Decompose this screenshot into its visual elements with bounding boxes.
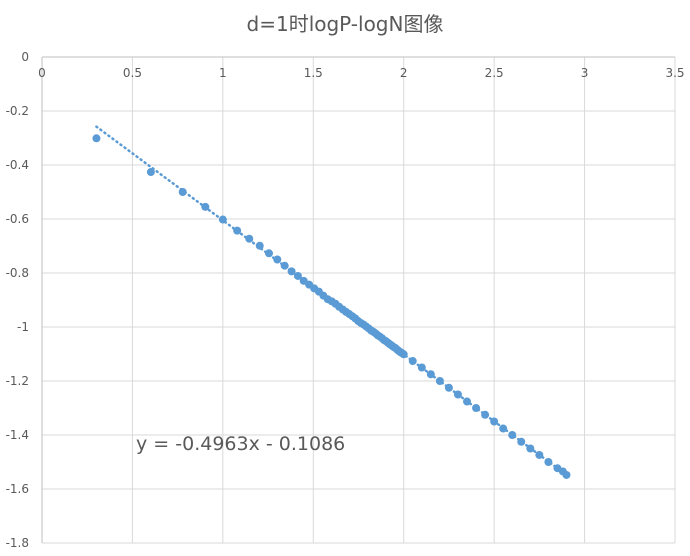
data-point (293, 271, 302, 280)
x-tick-label: 3 (581, 66, 589, 80)
data-point (526, 444, 535, 453)
x-tick-label: 3.5 (665, 66, 684, 80)
data-point (245, 234, 254, 243)
y-tick-label: -1.4 (6, 428, 29, 442)
data-point (92, 134, 101, 143)
data-point (562, 470, 571, 479)
data-point (408, 357, 417, 366)
data-point (535, 450, 544, 459)
data-point (481, 410, 490, 419)
data-point (255, 241, 264, 250)
data-point (273, 255, 282, 264)
data-point (233, 226, 242, 235)
x-tick-label: 2 (400, 66, 408, 80)
data-point (287, 267, 296, 276)
data-point (426, 370, 435, 379)
data-point (399, 350, 408, 359)
y-tick-label: -1.8 (6, 536, 29, 550)
data-point (417, 363, 426, 372)
y-tick-label: 0 (21, 50, 29, 64)
data-point (146, 168, 155, 177)
x-tick-label: 1.5 (304, 66, 323, 80)
data-point (508, 431, 517, 439)
data-point (453, 390, 462, 399)
data-point (178, 188, 187, 196)
data-point (490, 417, 499, 426)
data-point (201, 202, 210, 211)
y-tick-label: -0.6 (6, 212, 29, 226)
data-point (280, 261, 289, 270)
data-point (218, 215, 227, 224)
data-point (444, 383, 453, 392)
y-tick-label: -1 (17, 320, 29, 334)
x-tick-label: 2.5 (485, 66, 504, 80)
data-point (499, 424, 508, 433)
data-point (517, 437, 526, 446)
chart-title: d=1时logP-logN图像 (246, 12, 444, 36)
data-point (472, 404, 481, 412)
data-point (264, 249, 273, 258)
data-point (463, 397, 472, 406)
y-tick-label: -0.2 (6, 104, 29, 118)
data-point (435, 377, 444, 385)
y-tick-label: -1.2 (6, 374, 29, 388)
x-tick-label: 0.5 (123, 66, 142, 80)
x-tick-label: 0 (38, 66, 46, 80)
x-tick-label: 1 (219, 66, 227, 80)
data-point (544, 458, 553, 466)
y-tick-label: -1.6 (6, 482, 29, 496)
trendline-equation: y = -0.4963x - 0.1086 (136, 433, 345, 455)
y-tick-label: -0.8 (6, 266, 29, 280)
y-tick-label: -0.4 (6, 158, 29, 172)
